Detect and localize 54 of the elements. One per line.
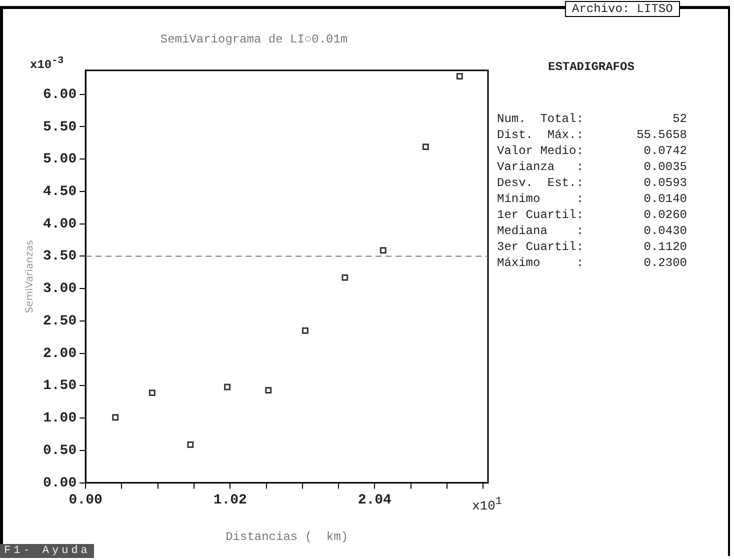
text: 0.1120 <box>642 240 687 255</box>
text: 52 <box>672 112 687 127</box>
text: Desv. Est.: <box>497 176 584 191</box>
point <box>302 327 308 334</box>
point <box>342 274 348 281</box>
point <box>265 386 272 394</box>
y-tick-label: 1.50 <box>42 378 77 394</box>
text: 3er Cuartil: <box>497 240 584 255</box>
chart-title: SemiVariograma de LI○0.01m <box>160 32 348 46</box>
text: 0.0593 <box>642 176 687 191</box>
text: F1- Ayuda <box>0 544 94 558</box>
text: Mediana : <box>497 224 584 239</box>
y-tick-label: 2.50 <box>42 313 77 330</box>
y-axis-title: SemiVarianzas <box>24 240 36 314</box>
point <box>148 390 156 396</box>
point <box>187 441 194 448</box>
text: x10$^{1}$ <box>472 496 502 514</box>
x-axis-title: Distancias ( km) <box>226 530 348 544</box>
text: 0.0260 <box>642 208 687 223</box>
y-tick-label: 3.50 <box>42 248 77 265</box>
y-tick-label: 6.00 <box>42 86 77 103</box>
text: Valor Medio: <box>497 144 584 159</box>
text: ESTADIGRAFOS <box>548 60 634 74</box>
text: x10$^{-3}$ <box>30 56 64 72</box>
text: 1er Cuartil: <box>497 208 584 223</box>
y-tick-label: 3.00 <box>42 281 77 298</box>
text: 0.0140 <box>642 192 687 207</box>
text: Máximo : <box>497 256 584 271</box>
text: 0.0035 <box>642 160 687 175</box>
text: Dist. Máx.: <box>497 128 584 143</box>
y-tick-label: 4.00 <box>42 216 77 232</box>
text: 0.0742 <box>642 144 687 159</box>
text: Num. Total: <box>497 112 584 127</box>
y-tick-label: 1.00 <box>42 410 77 427</box>
text: 0.2300 <box>642 256 687 271</box>
text: Archivo: LITSO <box>565 1 680 17</box>
y-tick-label: 5.00 <box>42 152 77 168</box>
y-tick-label: 0.50 <box>42 442 77 459</box>
text: Mínimo : <box>497 192 584 207</box>
x-tick-label: 2.04 <box>358 492 392 509</box>
y-tick-label: 2.00 <box>42 346 77 362</box>
point <box>380 247 386 254</box>
point <box>224 384 231 390</box>
y-tick-label: 4.50 <box>42 184 77 200</box>
y-tick-label: 0.00 <box>42 475 77 492</box>
y-tick-label: 5.50 <box>42 119 77 136</box>
point <box>112 414 119 421</box>
x-tick-label: 0.00 <box>68 492 102 509</box>
text: 0.0430 <box>642 224 687 239</box>
text: Varianza : <box>497 160 584 175</box>
point <box>456 73 463 80</box>
point <box>422 144 429 150</box>
x-tick-label: 1.02 <box>213 492 247 509</box>
text: 55.5658 <box>636 128 687 143</box>
